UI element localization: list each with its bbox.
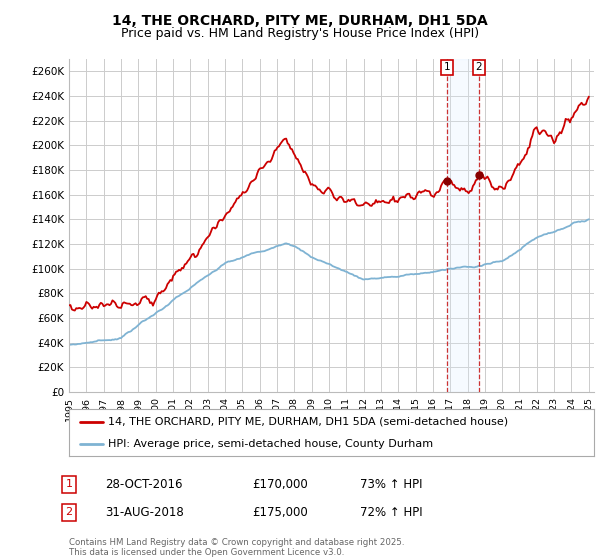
Text: 1: 1 <box>443 62 450 72</box>
Text: 28-OCT-2016: 28-OCT-2016 <box>105 478 182 491</box>
Text: £175,000: £175,000 <box>252 506 308 519</box>
Bar <box>447 59 479 392</box>
Text: 73% ↑ HPI: 73% ↑ HPI <box>360 478 422 491</box>
Text: 31-AUG-2018: 31-AUG-2018 <box>105 506 184 519</box>
Text: 2: 2 <box>65 507 73 517</box>
Text: 14, THE ORCHARD, PITY ME, DURHAM, DH1 5DA (semi-detached house): 14, THE ORCHARD, PITY ME, DURHAM, DH1 5D… <box>109 417 509 427</box>
Text: 1: 1 <box>65 479 73 489</box>
Text: HPI: Average price, semi-detached house, County Durham: HPI: Average price, semi-detached house,… <box>109 438 433 449</box>
Text: 14, THE ORCHARD, PITY ME, DURHAM, DH1 5DA: 14, THE ORCHARD, PITY ME, DURHAM, DH1 5D… <box>112 14 488 28</box>
Text: Price paid vs. HM Land Registry's House Price Index (HPI): Price paid vs. HM Land Registry's House … <box>121 27 479 40</box>
Text: 72% ↑ HPI: 72% ↑ HPI <box>360 506 422 519</box>
Text: £170,000: £170,000 <box>252 478 308 491</box>
Text: 2: 2 <box>475 62 482 72</box>
Text: Contains HM Land Registry data © Crown copyright and database right 2025.
This d: Contains HM Land Registry data © Crown c… <box>69 538 404 557</box>
